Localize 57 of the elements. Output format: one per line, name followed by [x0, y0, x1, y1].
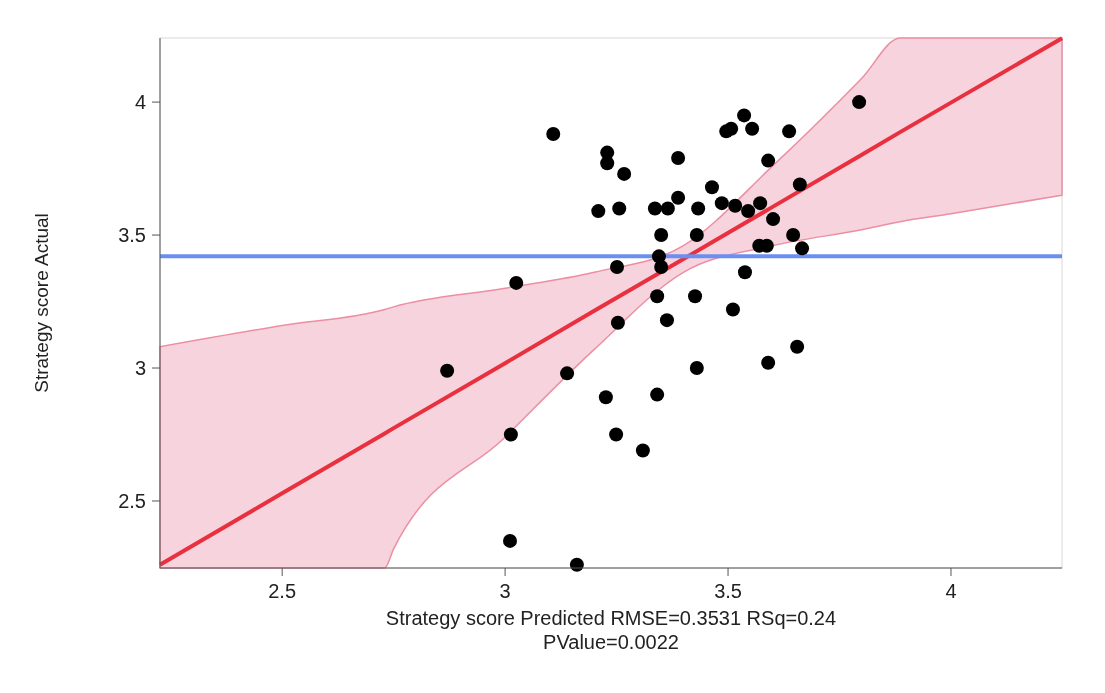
point	[671, 190, 686, 205]
point	[509, 275, 524, 290]
y-tick-label: 4	[134, 91, 146, 114]
point	[753, 196, 768, 211]
y-tick-label: 2.5	[118, 489, 146, 512]
point	[761, 355, 776, 370]
x-tick-label: 2.5	[268, 580, 297, 602]
point	[714, 196, 729, 211]
x-axis-title: Strategy score Predicted RMSE=0.3531 RSq=0.24 PValue=0.0022	[385, 607, 837, 653]
x-tick-label: 3.5	[714, 580, 742, 602]
point	[600, 156, 615, 171]
point	[650, 387, 665, 402]
x-tick-label: 3	[499, 580, 511, 602]
point	[560, 366, 575, 381]
point	[503, 533, 518, 548]
point	[609, 427, 624, 442]
point	[503, 427, 518, 442]
point	[782, 124, 797, 139]
point	[688, 289, 703, 304]
y-tick-label: 3	[134, 357, 146, 380]
y-axis-title: Strategy score Actual	[31, 213, 52, 393]
point	[725, 302, 740, 317]
point	[795, 241, 810, 256]
point	[728, 198, 743, 213]
point	[546, 127, 561, 141]
point	[650, 289, 665, 304]
point	[610, 315, 625, 330]
point	[704, 180, 719, 195]
point	[647, 201, 662, 216]
point	[741, 204, 756, 219]
point	[591, 204, 606, 219]
point	[654, 228, 669, 243]
point	[610, 259, 625, 274]
point	[724, 121, 739, 136]
point	[689, 228, 704, 243]
point	[671, 150, 686, 165]
point	[792, 177, 807, 192]
point	[612, 201, 627, 216]
point	[654, 259, 669, 274]
point	[737, 108, 752, 123]
point	[440, 363, 455, 378]
y-tick-label: 3.5	[118, 224, 146, 247]
point	[786, 228, 801, 243]
point	[737, 265, 752, 280]
point	[617, 166, 632, 181]
point	[745, 121, 760, 136]
point	[598, 390, 613, 405]
point	[635, 443, 650, 458]
point	[659, 313, 674, 328]
point	[691, 201, 706, 216]
x-tick-label: 4	[945, 580, 957, 602]
point	[852, 95, 867, 110]
point	[766, 212, 781, 227]
point	[761, 153, 776, 168]
point	[790, 339, 805, 354]
point	[689, 361, 704, 376]
point	[660, 201, 675, 216]
